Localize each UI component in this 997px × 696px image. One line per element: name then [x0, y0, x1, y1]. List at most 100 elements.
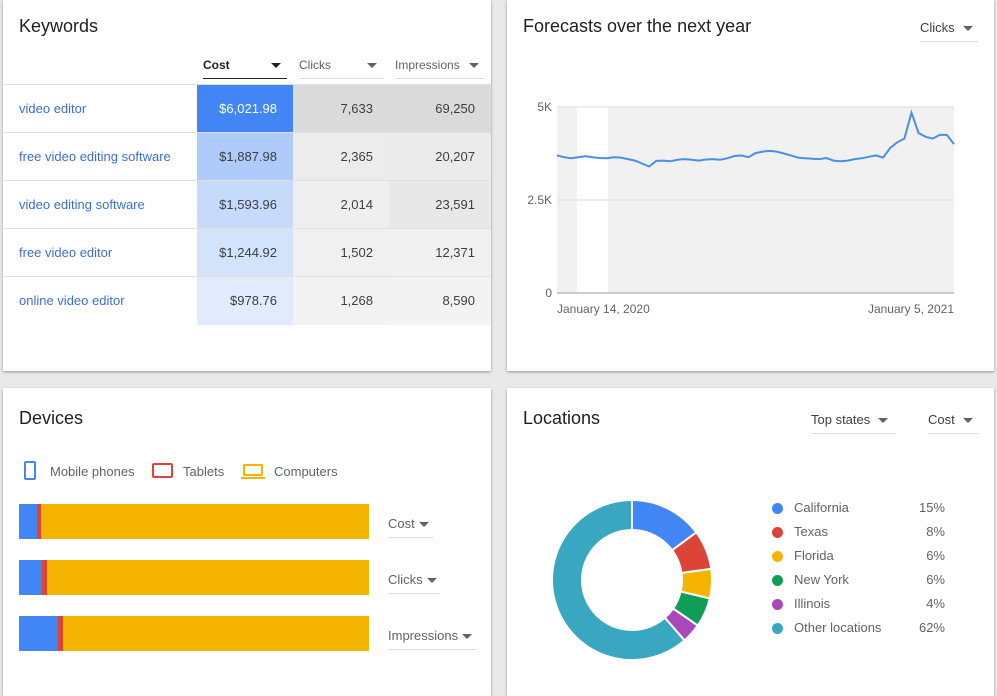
computer-segment: [62, 616, 369, 651]
impressions-cell: 12,371: [389, 229, 491, 277]
computer-stand-icon: [241, 477, 265, 479]
impressions-column-label: Impressions: [395, 58, 460, 72]
donut-slice-other-locations: [551, 498, 686, 661]
location-pct: 15%: [918, 500, 945, 515]
cost-cell: $1,887.98: [197, 133, 293, 181]
forecast-series-line: [556, 109, 955, 168]
forecast-metric-select[interactable]: Clicks: [920, 20, 978, 42]
caret-down-icon: [418, 522, 429, 528]
location-pct: 4%: [926, 596, 945, 611]
tablet-segment: [36, 504, 41, 539]
legend-dot-icon: [772, 503, 783, 514]
cost-cell: $978.76: [197, 277, 293, 325]
clicks-cell: 7,633: [293, 85, 389, 133]
locations-scope-select[interactable]: Top states: [811, 412, 896, 434]
location-name: Florida: [794, 548, 834, 563]
caret-down-icon: [962, 418, 973, 424]
locations-donut-chart: [551, 498, 713, 661]
keyword-row: free video editing software $1,887.98 2,36…: [3, 132, 491, 181]
location-legend-item: Other locations 62%: [772, 620, 947, 640]
clicks-cell: 1,268: [293, 277, 389, 325]
forecast-title: Forecasts over the next year: [523, 16, 752, 36]
location-pct: 6%: [926, 572, 945, 587]
legend-computers-label: Computers: [274, 464, 338, 479]
cost-cell: $1,244.92: [197, 229, 293, 277]
tablet-segment: [57, 616, 63, 651]
devices-impressions-label: Impressions: [388, 628, 459, 643]
location-legend-item: Illinois 4%: [772, 596, 947, 616]
keyword-link[interactable]: free video editor: [19, 245, 113, 260]
location-legend-item: Texas 8%: [772, 524, 947, 544]
forecast-line-chart: 5K 2.5K 0 January 14, 2020 January 5, 2021: [527, 100, 955, 316]
impressions-cell: 69,250: [389, 85, 491, 133]
impressions-cell: 8,590: [389, 277, 491, 325]
devices-impressions-select[interactable]: Impressions: [388, 628, 477, 650]
locations-title: Locations: [523, 408, 601, 428]
location-legend-item: Florida 6%: [772, 548, 947, 568]
clicks-column-label: Clicks: [299, 58, 331, 72]
legend-dot-icon: [772, 551, 783, 562]
forecast-metric-label: Clicks: [920, 20, 955, 35]
clicks-cell: 2,014: [293, 181, 389, 229]
keyword-row: online video editor $978.76 1,268 8,590: [3, 276, 491, 325]
locations-metric-label: Cost: [928, 412, 955, 427]
legend-mobile-phones-label: Mobile phones: [50, 464, 135, 479]
location-name: Illinois: [794, 596, 831, 611]
mobile-phone-icon: [24, 461, 36, 480]
mobile-segment: [19, 504, 37, 539]
caret-down-icon: [426, 578, 437, 584]
impressions-cell: 20,207: [389, 133, 491, 181]
caret-down-icon: [462, 634, 473, 640]
device-bar-cost: [19, 504, 369, 539]
legend-dot-icon: [772, 575, 783, 586]
impressions-cell: 23,591: [389, 181, 491, 229]
computer-segment: [47, 560, 369, 595]
location-name: California: [794, 500, 849, 515]
computer-segment: [40, 504, 369, 539]
legend-dot-icon: [772, 623, 783, 634]
keyword-row: free video editor $1,244.92 1,502 12,371: [3, 228, 491, 277]
locations-metric-select[interactable]: Cost: [928, 412, 979, 434]
caret-down-icon: [469, 63, 479, 68]
legend-dot-icon: [772, 599, 783, 610]
keyword-row: video editing software $1,593.96 2,014 23,5…: [3, 180, 491, 229]
y-tick-label: 0: [545, 286, 552, 300]
locations-scope-label: Top states: [811, 412, 871, 427]
cost-column-label: Cost: [203, 58, 230, 72]
location-pct: 6%: [926, 548, 945, 563]
cost-column-sort[interactable]: Cost: [203, 58, 287, 79]
tablet-segment: [41, 560, 47, 595]
keyword-row: video editor $6,021.98 7,633 69,250: [3, 84, 491, 133]
devices-cost-label: Cost: [388, 516, 415, 531]
keyword-link[interactable]: video editor: [19, 101, 87, 116]
caret-down-icon: [962, 26, 973, 32]
location-name: Texas: [794, 524, 828, 539]
devices-clicks-select[interactable]: Clicks: [388, 572, 440, 594]
x-tick-label: January 14, 2020: [557, 302, 650, 316]
caret-down-icon: [271, 63, 281, 68]
keyword-link[interactable]: free video editing software: [19, 149, 171, 164]
mobile-segment: [19, 560, 42, 595]
keyword-link[interactable]: online video editor: [19, 293, 125, 308]
clicks-column-sort[interactable]: Clicks: [299, 58, 383, 79]
impressions-column-sort[interactable]: Impressions: [395, 58, 485, 79]
mobile-segment: [19, 616, 58, 651]
devices-clicks-label: Clicks: [388, 572, 423, 587]
keyword-link[interactable]: video editing software: [19, 197, 145, 212]
caret-down-icon: [367, 63, 377, 68]
location-legend-item: New York 6%: [772, 572, 947, 592]
clicks-cell: 1,502: [293, 229, 389, 277]
caret-down-icon: [878, 418, 889, 424]
devices-title: Devices: [19, 408, 84, 428]
keywords-title: Keywords: [19, 16, 99, 36]
location-pct: 8%: [926, 524, 945, 539]
y-tick-label: 5K: [537, 100, 552, 114]
legend-dot-icon: [772, 527, 783, 538]
location-pct: 62%: [918, 620, 945, 635]
cost-cell: $6,021.98: [197, 85, 293, 133]
computer-icon: [243, 464, 263, 476]
device-bar-impressions: [19, 616, 369, 651]
clicks-cell: 2,365: [293, 133, 389, 181]
y-tick-label: 2.5K: [527, 193, 552, 207]
devices-cost-select[interactable]: Cost: [388, 516, 433, 538]
